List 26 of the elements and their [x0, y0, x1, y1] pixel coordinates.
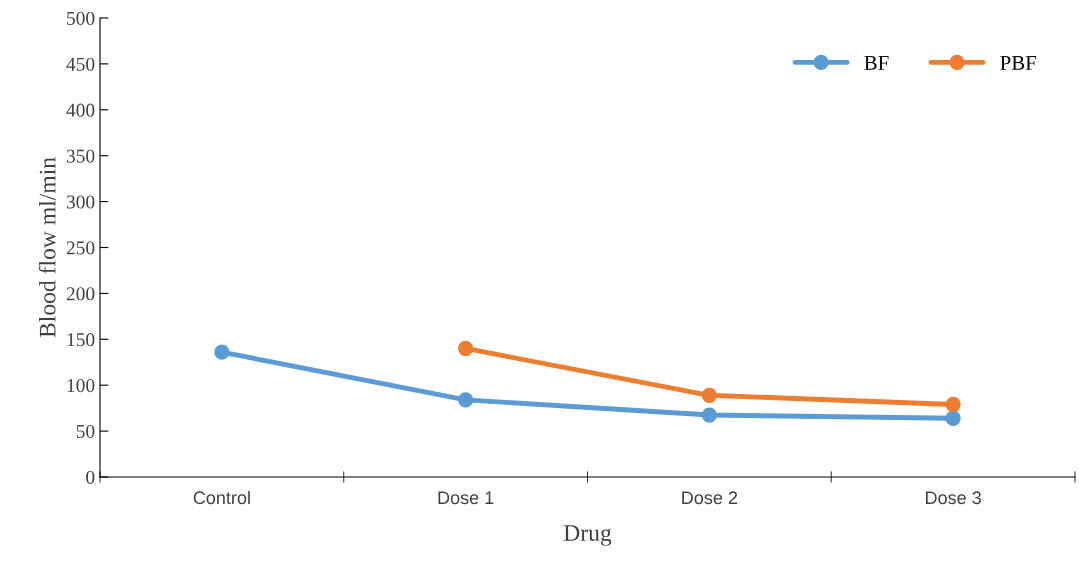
x-tick-label: Dose 1	[438, 491, 494, 505]
y-tick-label: 450	[66, 57, 95, 71]
x-tick-label: Dose 3	[926, 491, 981, 505]
y-tick-label: 0	[86, 470, 95, 484]
point	[701, 387, 718, 403]
y-axis-title: Blood flow ml/min	[38, 157, 56, 338]
point	[945, 410, 961, 426]
point	[945, 396, 961, 413]
x-tick-label: Dose 2	[682, 491, 738, 505]
y-tick-label: 150	[67, 333, 95, 347]
y-tick-label: 350	[66, 149, 95, 163]
y-tick-label: 250	[66, 241, 95, 255]
y-tick-label: 300	[66, 195, 95, 209]
point	[214, 344, 230, 360]
point	[701, 407, 718, 423]
x-axis-title: Drug	[563, 525, 612, 546]
point	[457, 340, 474, 357]
x-tick-label: Control	[193, 490, 250, 505]
y-tick-label: 500	[67, 11, 95, 25]
y-tick-label: 50	[76, 424, 95, 439]
y-tick-label: 100	[67, 379, 95, 393]
y-tick-label: 200	[66, 287, 95, 301]
point	[457, 392, 474, 408]
y-tick-label: 400	[66, 103, 95, 117]
legend-label: BF	[864, 56, 889, 70]
legend-label: PBF	[1000, 56, 1036, 70]
